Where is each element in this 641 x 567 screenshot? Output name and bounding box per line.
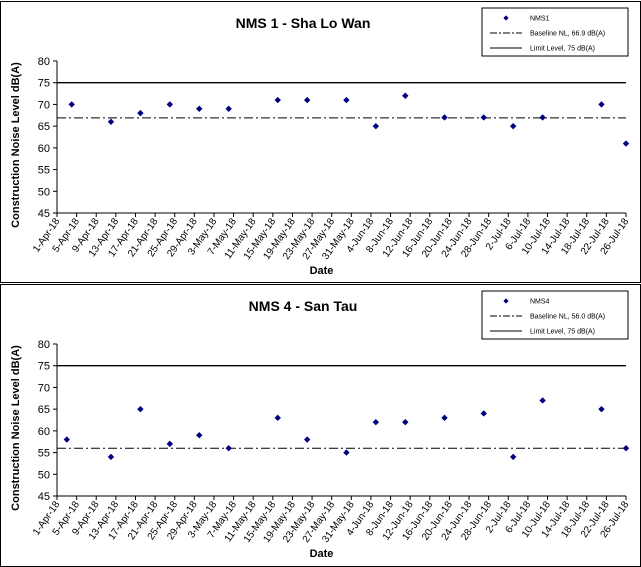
legend-label: Baseline NL, 56.0 dB(A) <box>530 314 605 321</box>
x-axis-label: Date <box>310 548 334 560</box>
data-point <box>107 118 115 125</box>
legend-label: Limit Level, 75 dB(A) <box>530 46 595 53</box>
data-point <box>137 405 144 413</box>
y-tick-label: 45 <box>38 491 50 503</box>
data-point <box>196 105 203 112</box>
data-point <box>598 405 605 413</box>
chart-nms1: NMS 1 - Sha Lo Wan 45 50 55 60 65 70 75 80 Constr… <box>10 7 632 277</box>
data-point <box>441 414 448 422</box>
y-tick-label: 75 <box>38 361 50 373</box>
data-point <box>372 122 380 130</box>
data-point <box>166 101 174 108</box>
legend-label: Limit Level, 75 dB(A) <box>530 329 595 336</box>
legend-marker <box>503 15 509 21</box>
data-point <box>402 92 409 99</box>
data-point <box>509 122 517 130</box>
data-point <box>480 410 487 417</box>
y-tick-label: 50 <box>38 186 50 198</box>
data-point <box>274 414 281 422</box>
legend-label: Baseline NL, 66.9 dB(A) <box>530 31 605 38</box>
y-tick-label: 50 <box>38 469 50 481</box>
data-point <box>622 140 630 147</box>
data-point <box>539 397 546 404</box>
data-point <box>598 101 605 108</box>
data-point <box>343 449 350 456</box>
data-point <box>509 453 517 461</box>
y-tick-label: 65 <box>38 121 50 133</box>
chart-title: NMS 1 - Sha Lo Wan <box>236 15 371 31</box>
data-point <box>343 96 350 104</box>
data-point <box>274 96 281 104</box>
data-point <box>441 114 448 121</box>
y-tick-label: 75 <box>38 78 50 90</box>
data-point <box>539 114 546 121</box>
chart-title: NMS 4 - San Tau <box>249 298 358 314</box>
data-point <box>166 440 174 448</box>
data-point <box>225 105 232 112</box>
data-point <box>137 109 144 117</box>
y-axis-label: Construction Noise Level dB(A) <box>10 62 22 228</box>
data-point <box>402 418 409 426</box>
y-tick-label: 70 <box>38 382 50 394</box>
y-tick-label: 45 <box>38 208 50 220</box>
y-tick-label: 60 <box>38 426 50 438</box>
data-point <box>225 445 232 452</box>
data-point <box>107 453 115 461</box>
y-tick-label: 60 <box>38 143 50 155</box>
y-tick-label: 80 <box>38 56 50 68</box>
y-tick-label: 55 <box>38 448 50 460</box>
data-point <box>196 432 203 439</box>
data-point <box>68 101 75 108</box>
y-axis-label: Construction Noise Level dB(A) <box>10 345 22 511</box>
data-point <box>303 436 311 443</box>
data-point <box>63 436 71 443</box>
data-point <box>622 445 630 452</box>
y-tick-label: 70 <box>38 99 50 111</box>
legend-label: NMS1 <box>530 16 550 23</box>
legend-label: NMS4 <box>530 299 550 306</box>
data-point <box>480 114 487 121</box>
y-tick-label: 65 <box>38 404 50 416</box>
y-tick-label: 80 <box>38 339 50 351</box>
chart-panel-nms4: NMS 4 - San Tau 45 50 55 60 65 70 75 80 Construct… <box>0 284 641 567</box>
legend-marker <box>503 298 509 304</box>
chart-nms4: NMS 4 - San Tau 45 50 55 60 65 70 75 80 Construct… <box>10 290 632 560</box>
y-tick-label: 55 <box>38 165 50 177</box>
data-point <box>303 96 311 104</box>
x-axis-label: Date <box>310 265 334 277</box>
data-point <box>372 418 380 426</box>
chart-panel-nms1: NMS 1 - Sha Lo Wan 45 50 55 60 65 70 75 80 Constr… <box>0 1 641 283</box>
